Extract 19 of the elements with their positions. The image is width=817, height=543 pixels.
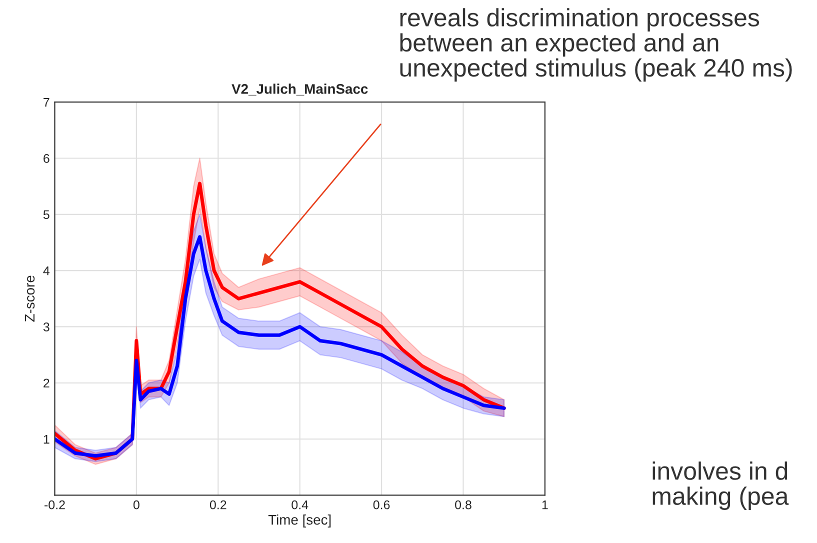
y-tick-label: 6 bbox=[44, 154, 50, 163]
y-tick-label: 2 bbox=[44, 378, 50, 388]
x-tick-label: 0.2 bbox=[210, 500, 226, 510]
x-tick-label: 1 bbox=[542, 500, 548, 510]
x-tick-label: 0 bbox=[133, 500, 140, 510]
x-tick-label: 0.4 bbox=[292, 500, 308, 510]
x-axis-title: Time [sec] bbox=[268, 514, 331, 528]
y-tick-label: 4 bbox=[43, 266, 50, 276]
y-axis-title: Z-score bbox=[24, 276, 35, 322]
y-tick-label: 5 bbox=[43, 210, 50, 220]
y-tick-label: 7 bbox=[44, 98, 50, 107]
x-tick-label: 0.6 bbox=[373, 500, 390, 510]
text: reveals discrimination processes between an expected and an unexpected stimulus (peak 240 ms) bbox=[400, 8, 792, 82]
x-tick-label: -0.2 bbox=[44, 500, 65, 510]
chart-title: V2_Julich_MainSacc bbox=[232, 84, 368, 96]
x-tick-label: 0.8 bbox=[455, 500, 472, 510]
y-tick-label: 3 bbox=[43, 322, 50, 332]
text: involves in d making (pea bbox=[652, 462, 789, 510]
y-tick-label: 1 bbox=[44, 434, 50, 444]
